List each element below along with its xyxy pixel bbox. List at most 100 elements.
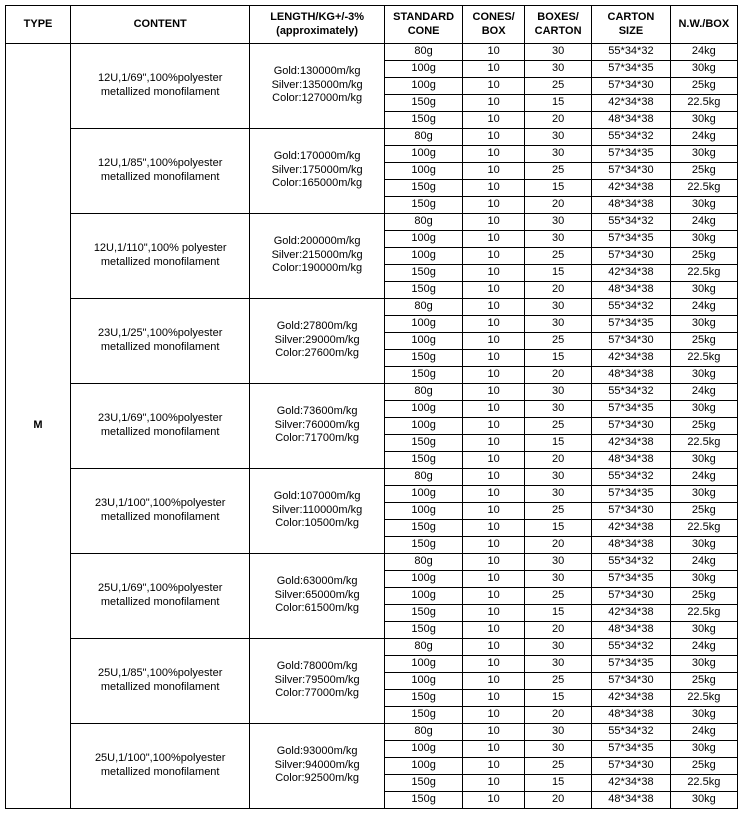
content-cell: 12U,1/110",100% polyestermetallized mono…: [71, 213, 250, 298]
cell-nw: 24kg: [670, 638, 737, 655]
length-gold: Gold:27800m/kg: [277, 320, 358, 332]
cell-cones: 10: [463, 621, 525, 638]
cell-cones: 10: [463, 723, 525, 740]
cell-std: 150g: [384, 774, 462, 791]
cell-cones: 10: [463, 553, 525, 570]
cell-std: 100g: [384, 315, 462, 332]
cell-carton: 57*34*30: [592, 77, 670, 94]
cell-boxes: 15: [524, 519, 591, 536]
content-cell: 25U,1/85",100%polyestermetallized monofi…: [71, 638, 250, 723]
cell-carton: 57*34*30: [592, 162, 670, 179]
content-cell: 12U,1/85",100%polyestermetallized monofi…: [71, 128, 250, 213]
length-cell: Gold:63000m/kgSilver:65000m/kgColor:6150…: [250, 553, 385, 638]
cell-boxes: 20: [524, 451, 591, 468]
spec-table: TYPE CONTENT LENGTH/KG+/-3% (approximate…: [5, 5, 738, 809]
cell-nw: 22.5kg: [670, 604, 737, 621]
cell-nw: 22.5kg: [670, 179, 737, 196]
cell-boxes: 20: [524, 791, 591, 808]
cell-nw: 30kg: [670, 451, 737, 468]
cell-std: 150g: [384, 281, 462, 298]
content-line1: 23U,1/25",100%polyester: [98, 327, 222, 339]
content-line2: metallized monofilament: [101, 86, 220, 98]
cell-cones: 10: [463, 60, 525, 77]
cell-carton: 48*34*38: [592, 791, 670, 808]
table-row: 25U,1/69",100%polyestermetallized monofi…: [6, 553, 738, 570]
table-row: 25U,1/85",100%polyestermetallized monofi…: [6, 638, 738, 655]
length-color: Color:92500m/kg: [275, 772, 359, 784]
cell-boxes: 30: [524, 740, 591, 757]
cell-cones: 10: [463, 774, 525, 791]
length-gold: Gold:73600m/kg: [277, 405, 358, 417]
length-gold: Gold:93000m/kg: [277, 745, 358, 757]
hdr-boxes: BOXES/ CARTON: [524, 6, 591, 44]
length-silver: Silver:215000m/kg: [272, 249, 363, 261]
cell-std: 150g: [384, 111, 462, 128]
cell-std: 150g: [384, 519, 462, 536]
cell-std: 150g: [384, 706, 462, 723]
length-color: Color:165000m/kg: [272, 177, 362, 189]
cell-std: 80g: [384, 43, 462, 60]
length-gold: Gold:170000m/kg: [274, 150, 361, 162]
table-row: 12U,1/85",100%polyestermetallized monofi…: [6, 128, 738, 145]
cell-carton: 42*34*38: [592, 434, 670, 451]
length-cell: Gold:200000m/kgSilver:215000m/kgColor:19…: [250, 213, 385, 298]
cell-cones: 10: [463, 213, 525, 230]
cell-boxes: 15: [524, 264, 591, 281]
content-line1: 12U,1/85",100%polyester: [98, 157, 222, 169]
cell-carton: 57*34*35: [592, 485, 670, 502]
cell-std: 100g: [384, 757, 462, 774]
cell-nw: 22.5kg: [670, 349, 737, 366]
cell-carton: 42*34*38: [592, 264, 670, 281]
cell-carton: 57*34*30: [592, 757, 670, 774]
length-silver: Silver:135000m/kg: [272, 79, 363, 91]
cell-boxes: 15: [524, 349, 591, 366]
length-cell: Gold:27800m/kgSilver:29000m/kgColor:2760…: [250, 298, 385, 383]
cell-carton: 57*34*30: [592, 332, 670, 349]
cell-carton: 57*34*35: [592, 400, 670, 417]
cell-cones: 10: [463, 451, 525, 468]
table-row: M12U,1/69",100%polyestermetallized monof…: [6, 43, 738, 60]
cell-nw: 24kg: [670, 43, 737, 60]
length-gold: Gold:130000m/kg: [274, 65, 361, 77]
length-color: Color:71700m/kg: [275, 432, 359, 444]
cell-nw: 24kg: [670, 383, 737, 400]
cell-boxes: 30: [524, 400, 591, 417]
cell-std: 80g: [384, 213, 462, 230]
cell-cones: 10: [463, 315, 525, 332]
cell-carton: 42*34*38: [592, 689, 670, 706]
cell-cones: 10: [463, 94, 525, 111]
length-cell: Gold:78000m/kgSilver:79500m/kgColor:7700…: [250, 638, 385, 723]
length-silver: Silver:76000m/kg: [275, 419, 360, 431]
cell-nw: 24kg: [670, 213, 737, 230]
cell-std: 100g: [384, 77, 462, 94]
cell-boxes: 25: [524, 672, 591, 689]
table-row: 23U,1/100",100%polyestermetallized monof…: [6, 468, 738, 485]
length-silver: Silver:110000m/kg: [272, 504, 362, 516]
cell-nw: 24kg: [670, 298, 737, 315]
cell-boxes: 25: [524, 757, 591, 774]
content-line1: 23U,1/69",100%polyester: [98, 412, 222, 424]
cell-nw: 30kg: [670, 230, 737, 247]
cell-nw: 22.5kg: [670, 689, 737, 706]
cell-std: 100g: [384, 400, 462, 417]
cell-std: 100g: [384, 672, 462, 689]
cell-boxes: 25: [524, 502, 591, 519]
cell-nw: 30kg: [670, 621, 737, 638]
cell-std: 100g: [384, 230, 462, 247]
cell-std: 100g: [384, 740, 462, 757]
cell-carton: 48*34*38: [592, 536, 670, 553]
cell-std: 100g: [384, 570, 462, 587]
content-cell: 12U,1/69",100%polyestermetallized monofi…: [71, 43, 250, 128]
content-cell: 25U,1/69",100%polyestermetallized monofi…: [71, 553, 250, 638]
cell-nw: 30kg: [670, 655, 737, 672]
cell-cones: 10: [463, 791, 525, 808]
length-cell: Gold:73600m/kg Silver:76000m/kgColor:7170…: [250, 383, 385, 468]
content-cell: 25U,1/100",100%polyestermetallized monof…: [71, 723, 250, 808]
cell-boxes: 25: [524, 587, 591, 604]
cell-cones: 10: [463, 689, 525, 706]
cell-std: 150g: [384, 94, 462, 111]
cell-nw: 30kg: [670, 281, 737, 298]
cell-carton: 55*34*32: [592, 638, 670, 655]
cell-boxes: 15: [524, 774, 591, 791]
cell-nw: 25kg: [670, 332, 737, 349]
